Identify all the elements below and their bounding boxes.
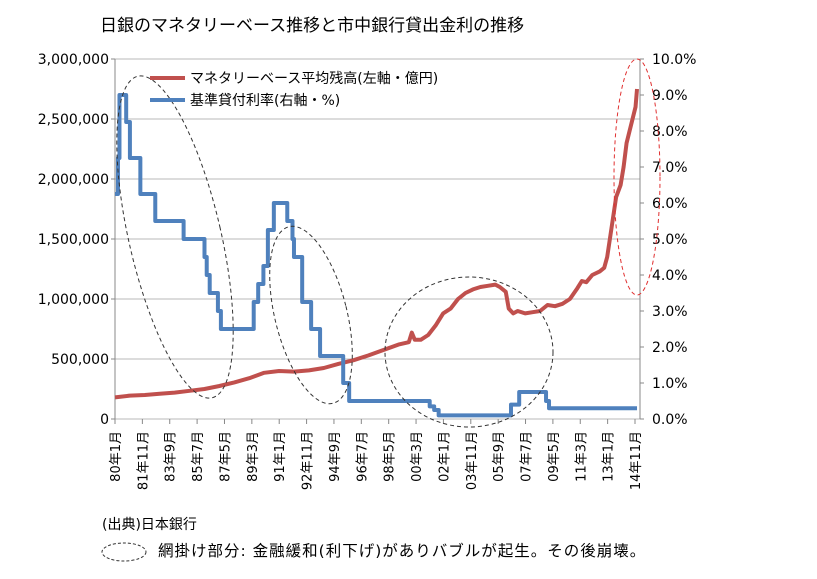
x-tick-label: 98年5月 [383, 431, 398, 482]
y-right-tick-label: 9.0% [652, 88, 688, 104]
x-tick-label: 83年9月 [164, 431, 179, 482]
x-tick-label: 09年5月 [547, 431, 562, 482]
dashed-ellipse [269, 225, 353, 405]
y-left-tick-label: 1,500,000 [38, 232, 109, 248]
lending-rate-line [115, 93, 638, 418]
x-tick-label: 94年9月 [328, 431, 343, 482]
y-right-tick-label: 0.0% [652, 412, 688, 428]
x-tick-label: 07年7月 [520, 431, 535, 482]
y-right-tick-label: 3.0% [652, 304, 688, 320]
y-left-tick-label: 2,500,000 [38, 112, 109, 128]
chart-title: 日銀のマネタリーベース推移と市中銀行貸出金利の推移 [100, 16, 524, 36]
right-y-axis: 0.0% 1.0% 2.0% 3.0% 4.0% 5.0% 6.0% 7.0% 8.0% 9.0%… [640, 52, 696, 428]
y-left-tick-label: 2,000,000 [38, 172, 109, 188]
y-left-tick-label: 0 [100, 412, 109, 428]
legend-label: マネタリーベース平均残高(左軸・億円) [190, 70, 438, 87]
x-tick-label: 91年1月 [273, 431, 288, 482]
left-y-axis: 0 500,000 1,000,000 1,500,000 2,000,000 2,500… [38, 52, 115, 428]
shaded-regions [116, 58, 661, 428]
x-axis: 80年1月 81年11月 83年9月 85年7月 87年5月 89年3月 91年1月 92年1… [109, 419, 644, 490]
dashed-ellipse [613, 58, 661, 296]
note-ellipse-icon [101, 542, 147, 562]
y-right-tick-label: 5.0% [652, 232, 688, 248]
y-right-tick-label: 10.0% [652, 52, 696, 68]
source-note: (出典)日本銀行 [102, 517, 197, 533]
y-right-tick-label: 6.0% [652, 196, 688, 212]
dashed-ellipse [116, 75, 234, 399]
y-right-tick-label: 4.0% [652, 268, 688, 284]
dashed-ellipse [384, 276, 554, 428]
x-tick-label: 92年11月 [301, 431, 316, 490]
x-tick-label: 85年7月 [191, 431, 206, 482]
series-group [114, 88, 640, 418]
x-tick-label: 87年5月 [218, 431, 233, 482]
legend: マネタリーベース平均残高(左軸・億円) 基準貸付利率(右軸・%) [150, 70, 438, 109]
x-tick-label: 96年7月 [355, 431, 370, 482]
x-tick-label: 89年3月 [246, 431, 261, 482]
y-right-tick-label: 1.0% [652, 376, 688, 392]
legend-label: 基準貸付利率(右軸・%) [190, 92, 340, 109]
y-right-tick-label: 7.0% [652, 160, 688, 176]
x-tick-label: 81年11月 [136, 431, 151, 490]
y-left-tick-label: 500,000 [51, 352, 109, 368]
x-tick-label: 14年11月 [629, 431, 644, 490]
x-tick-label: 80年1月 [109, 431, 124, 482]
x-tick-label: 05年9月 [492, 431, 507, 482]
x-tick-label: 02年1月 [437, 431, 452, 482]
x-tick-label: 11年3月 [574, 431, 589, 482]
monetary-base-line [114, 88, 640, 400]
y-right-tick-label: 8.0% [652, 124, 688, 140]
y-right-tick-label: 2.0% [652, 340, 688, 356]
y-left-tick-label: 3,000,000 [38, 52, 109, 68]
x-tick-label: 03年11月 [465, 431, 480, 490]
x-tick-label: 13年1月 [602, 431, 617, 482]
y-left-tick-label: 1,000,000 [38, 292, 109, 308]
shading-note: 網掛け部分: 金融緩和(利下げ)がありバブルが起生。その後崩壊。 [158, 542, 647, 560]
x-tick-label: 00年3月 [410, 431, 425, 482]
